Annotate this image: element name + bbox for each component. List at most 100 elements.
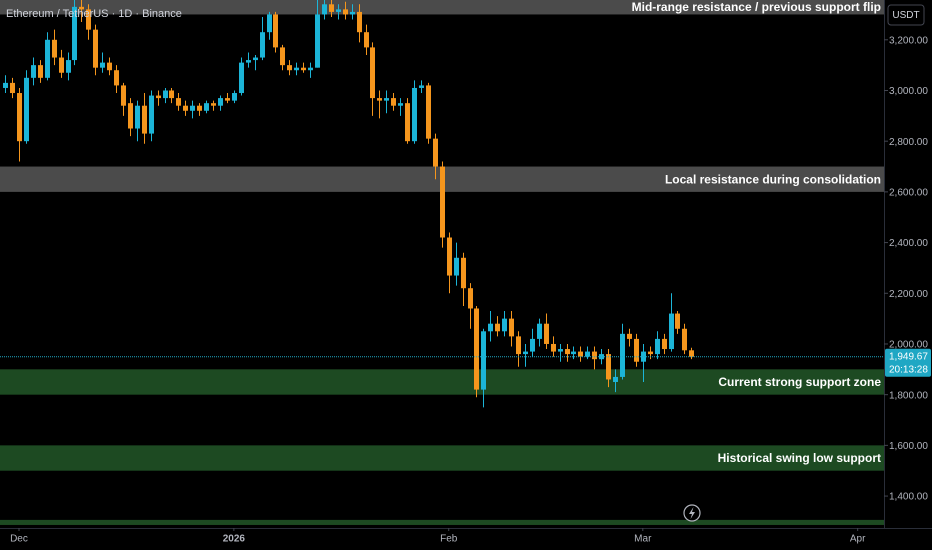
candle-body (107, 62, 112, 71)
candle-body (502, 318, 507, 332)
zone-label: Current strong support zone (718, 375, 881, 389)
candle-body (308, 67, 313, 71)
candle-body (24, 77, 29, 142)
symbol-legend: Ethereum / TetherUS · 1D · Binance (6, 8, 182, 20)
lightning-icon[interactable] (683, 504, 701, 522)
zone (0, 0, 884, 15)
candle-body (440, 166, 445, 238)
candle-body (689, 350, 694, 357)
y-tick-label: 3,000.00 (889, 86, 928, 97)
candle-body (606, 354, 611, 380)
candle-body (79, 6, 84, 10)
candle-body (495, 323, 500, 332)
x-tick-label: 2026 (223, 534, 246, 545)
y-tick-label: 2,200.00 (889, 289, 928, 300)
candle-body (516, 336, 521, 355)
candle-body (10, 82, 15, 94)
plot-area: Mid-range resistance / previous support … (0, 0, 884, 525)
candle-body (620, 333, 625, 377)
candle-body (211, 103, 216, 106)
candle-body (419, 85, 424, 88)
candle-body (280, 47, 285, 66)
candle-body (163, 90, 168, 99)
currency-label[interactable]: USDT (892, 10, 919, 21)
candle-body (218, 98, 223, 106)
candle-body (377, 98, 382, 101)
zone-label: Mid-range resistance / previous support … (632, 0, 881, 14)
candle-body (190, 105, 195, 111)
candle-body (641, 351, 646, 362)
candle-body (93, 29, 98, 68)
candle-body (267, 14, 272, 33)
candle-body (447, 237, 452, 276)
y-tick-label: 1,800.00 (889, 390, 928, 401)
candle-body (329, 4, 334, 12)
candle-body (100, 62, 105, 68)
candle-body (682, 328, 687, 351)
candle-body (17, 93, 22, 142)
candle-body (488, 323, 493, 332)
candle-body (474, 308, 479, 390)
candle-body (225, 98, 230, 101)
y-tick-label: 2,600.00 (889, 188, 928, 199)
candle-body (197, 105, 202, 111)
candle-body (662, 338, 667, 350)
candle-body (3, 82, 8, 88)
x-tick-label: Dec (10, 534, 28, 545)
candle-body (169, 90, 174, 99)
candle-body (599, 354, 604, 360)
candle-body (45, 39, 50, 78)
candle-body (135, 105, 140, 129)
candle-body (558, 349, 563, 352)
candle-body (38, 65, 43, 78)
candle-body (412, 87, 417, 142)
candle-body (149, 95, 154, 134)
candle-body (530, 338, 535, 352)
candle-body (398, 103, 403, 106)
candle-body (544, 323, 549, 344)
x-tick-label: Mar (634, 534, 652, 545)
candle-body (273, 14, 278, 48)
candle-body (31, 65, 36, 78)
candle-body (176, 98, 181, 106)
candle-body (343, 9, 348, 15)
candle-body (59, 57, 64, 73)
candle-body (204, 103, 209, 111)
candle-body (72, 6, 77, 61)
candle-body (315, 14, 320, 68)
zone (0, 369, 884, 395)
zone-label: Local resistance during consolidation (665, 172, 881, 186)
currency-box[interactable] (887, 4, 925, 26)
candle-body (246, 60, 251, 63)
price-label: 1,949.67 (889, 351, 928, 362)
y-tick-label: 1,600.00 (889, 441, 928, 452)
candle-body (585, 351, 590, 357)
candle-body (433, 138, 438, 167)
candle-body (239, 62, 244, 94)
candle-body (364, 32, 369, 48)
y-tick-label: 2,000.00 (889, 340, 928, 351)
candle-body (454, 257, 459, 276)
icon-bolt[interactable] (689, 507, 695, 519)
candle-body (571, 351, 576, 355)
candle-body (183, 105, 188, 111)
zone (0, 519, 884, 525)
x-tick-label: Feb (440, 534, 458, 545)
candle-body (655, 338, 660, 355)
candle-body (114, 70, 119, 86)
candle-body (468, 288, 473, 309)
candle-body (86, 9, 91, 30)
candle-body (322, 4, 327, 15)
price-label-box (885, 348, 931, 377)
candle-body (461, 257, 466, 289)
zone (0, 445, 884, 471)
candle-body (301, 67, 306, 71)
candle-body (52, 39, 57, 58)
y-tick-label: 2,800.00 (889, 137, 928, 148)
candle-body (426, 85, 431, 139)
candle-body (232, 93, 237, 101)
x-tick-label: Apr (850, 534, 866, 545)
y-tick-label: 2,400.00 (889, 238, 928, 249)
candle-body (537, 323, 542, 339)
